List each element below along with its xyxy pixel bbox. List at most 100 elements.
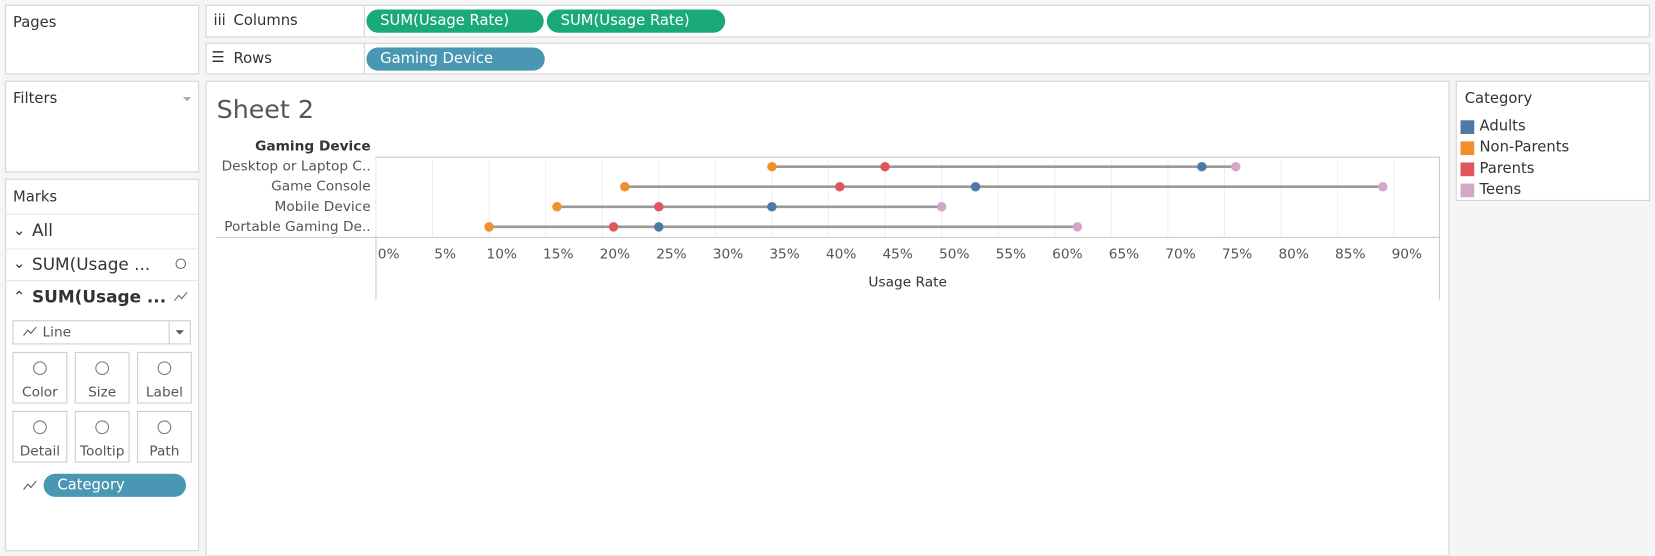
legend-swatch[interactable]	[1460, 141, 1475, 156]
mark-button[interactable]	[12, 351, 68, 404]
legend-label[interactable]: Adults	[1480, 118, 1526, 135]
mark-type[interactable]: Line	[43, 324, 72, 340]
mark-button-label[interactable]: Detail	[20, 444, 60, 460]
dot	[484, 222, 494, 232]
mark-card[interactable]: SUM(Usage ...	[32, 287, 166, 307]
columns-label: Columns	[234, 12, 298, 29]
mark-button[interactable]	[74, 410, 130, 463]
chevron[interactable]: ⌃	[13, 289, 25, 306]
mark-buttons: Color Size Label Detail Tooltip Path	[12, 351, 192, 463]
mark-button-label[interactable]: Path	[149, 444, 179, 460]
x-axis-title: Usage Rate	[868, 275, 946, 291]
y-tick-label: Game Console	[271, 179, 371, 195]
dot	[552, 202, 562, 212]
mark-pill[interactable]	[43, 473, 187, 497]
filters-menu[interactable]	[182, 97, 192, 102]
dot	[880, 161, 890, 172]
mark-button-label[interactable]: Color	[22, 384, 58, 400]
x-tick-label: 70%	[1165, 246, 1195, 262]
dot	[1072, 222, 1083, 232]
legend-label[interactable]: Parents	[1480, 160, 1535, 177]
x-tick-label: 85%	[1335, 246, 1365, 262]
x-tick-label: 5%	[434, 246, 456, 262]
filters-label: Filters	[13, 90, 57, 107]
x-tick-label: 15%	[543, 246, 573, 262]
mark-button[interactable]	[136, 410, 192, 463]
mark-button-label[interactable]: Label	[146, 384, 183, 400]
mark-card[interactable]: All	[32, 220, 53, 240]
x-tick-label: 30%	[713, 246, 743, 262]
y-tick-label: Portable Gaming De..	[224, 219, 370, 235]
mark-button[interactable]	[74, 351, 130, 404]
dot	[767, 161, 777, 172]
circle-icon	[175, 258, 187, 270]
mark-pill-text[interactable]: Category	[57, 476, 125, 493]
dot	[970, 181, 981, 192]
x-tick-label: 40%	[826, 246, 856, 262]
dot	[654, 202, 664, 212]
button-icon	[157, 361, 172, 376]
dropdown-arrow[interactable]	[175, 330, 184, 335]
button-icon	[95, 420, 110, 435]
legend-swatch[interactable]	[1460, 183, 1475, 198]
x-tick-label: 55%	[996, 246, 1026, 262]
x-tick-label: 45%	[882, 246, 912, 262]
x-tick-label: 50%	[939, 246, 969, 262]
x-tick-label: 75%	[1222, 246, 1252, 262]
rows-label: Rows	[234, 50, 272, 67]
row-pill[interactable]	[366, 47, 545, 71]
column-pill-text[interactable]: SUM(Usage Rate)	[380, 12, 509, 29]
mark-button-label[interactable]: Tooltip	[79, 444, 125, 460]
column-pill[interactable]	[546, 9, 726, 33]
button-icon	[95, 361, 110, 376]
rows-icon: ☰	[211, 49, 224, 66]
row-header: Gaming Device	[255, 139, 371, 155]
dot	[767, 202, 777, 212]
dot	[835, 181, 845, 192]
mark-type-dropdown[interactable]	[12, 320, 191, 345]
mark-button[interactable]	[12, 410, 68, 463]
chevron[interactable]: ⌄	[13, 222, 25, 239]
mark-card[interactable]: SUM(Usage ...	[32, 254, 150, 274]
x-tick-label: 90%	[1392, 246, 1422, 262]
legend: Adults Non-Parents Parents Teens	[1460, 118, 1570, 198]
dot	[654, 222, 664, 232]
marks-label: Marks	[13, 188, 57, 205]
button-icon	[157, 420, 172, 435]
x-tick-label: 80%	[1278, 246, 1308, 262]
chevron[interactable]: ⌄	[13, 255, 25, 272]
row-pill-text[interactable]: Gaming Device	[380, 50, 493, 67]
x-tick-label: 60%	[1052, 246, 1082, 262]
x-tick-label: 35%	[769, 246, 799, 262]
pages-label: Pages	[13, 14, 56, 31]
legend-swatch[interactable]	[1460, 162, 1475, 177]
dot	[1378, 181, 1388, 192]
x-tick-label: 65%	[1109, 246, 1139, 262]
line-icon	[23, 480, 37, 490]
x-tick-label: 20%	[600, 246, 630, 262]
pages-panel	[5, 4, 200, 75]
y-tick-label: Mobile Device	[275, 199, 371, 215]
dot	[620, 181, 630, 192]
x-tick-label: 0%	[378, 246, 400, 262]
dot	[608, 222, 619, 232]
mark-button-label[interactable]: Size	[88, 384, 116, 400]
mark-button[interactable]	[136, 351, 192, 404]
line-icon	[23, 326, 37, 336]
legend-panel	[1455, 80, 1650, 201]
sheet-title: Sheet 2	[217, 94, 314, 124]
legend-label[interactable]: Non-Parents	[1480, 139, 1570, 156]
legend-title: Category	[1465, 90, 1533, 107]
column-pill-text[interactable]: SUM(Usage Rate)	[561, 12, 690, 29]
dot	[1231, 161, 1241, 172]
legend-label[interactable]: Teens	[1479, 181, 1522, 198]
x-tick-label: 10%	[487, 246, 517, 262]
button-icon	[33, 420, 47, 435]
legend-swatch[interactable]	[1460, 120, 1475, 134]
button-icon	[33, 361, 47, 376]
column-pill[interactable]	[366, 9, 544, 33]
line-icon	[174, 291, 188, 302]
columns-icon: iii	[213, 12, 225, 29]
